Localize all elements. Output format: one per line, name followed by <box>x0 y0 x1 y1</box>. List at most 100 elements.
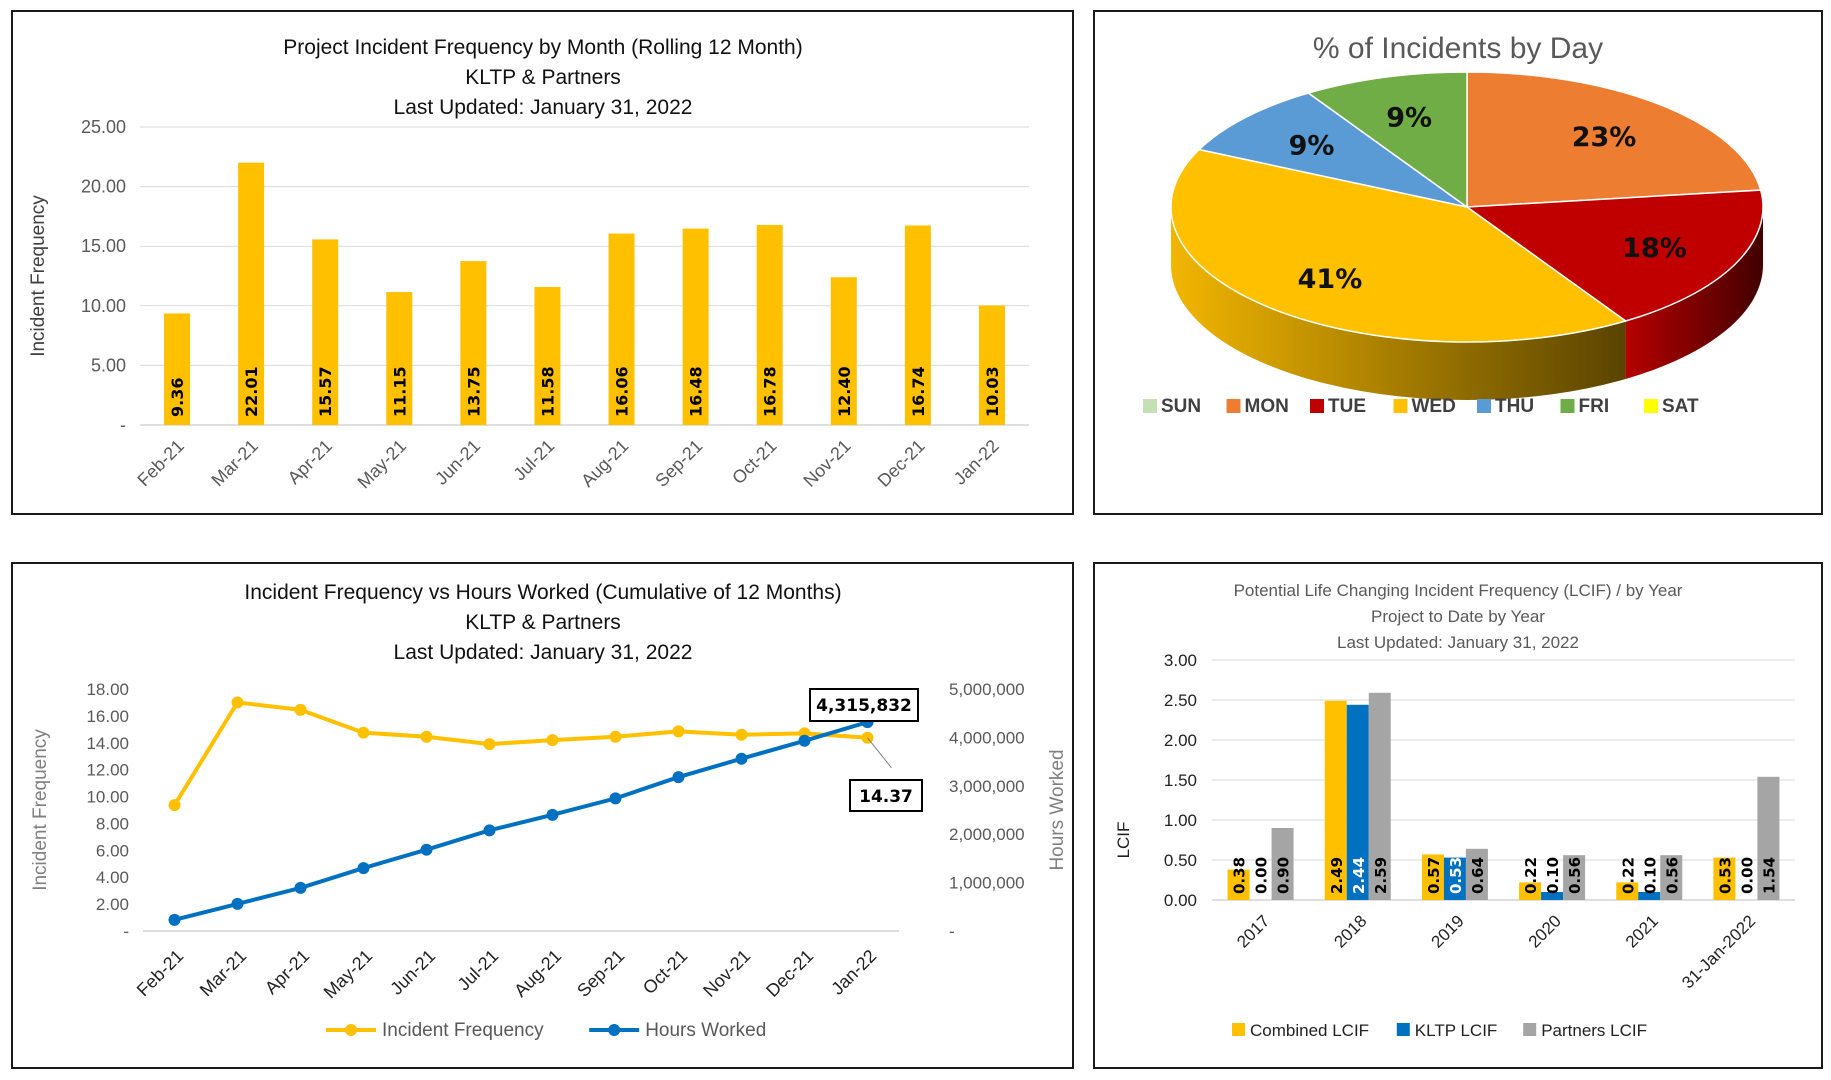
chart-title-line: Incident Frequency vs Hours Worked (Cumu… <box>244 581 841 604</box>
chart-title-line: Potential Life Changing Incident Frequen… <box>1234 581 1683 600</box>
callout-leader <box>867 737 892 769</box>
series-point <box>735 752 748 765</box>
bar-value-label: 15.57 <box>316 366 335 417</box>
bar-value-label: 0.56 <box>1566 857 1584 894</box>
series-point <box>420 730 433 743</box>
y-tick-label: 10.00 <box>86 788 129 807</box>
y-tick-label: 15.00 <box>81 236 126 256</box>
y-tick-label: 4.00 <box>96 868 129 887</box>
monthly-frequency-panel: Project Incident Frequency by Month (Rol… <box>11 10 1074 515</box>
legend-label: Combined LCIF <box>1250 1021 1369 1040</box>
series-point <box>735 728 748 741</box>
chart-title: % of Incidents by Day <box>1313 32 1603 65</box>
bar-value-label: 0.10 <box>1544 857 1562 894</box>
y-tick-label: 2.00 <box>1164 731 1197 750</box>
x-tick-label: Aug-21 <box>577 436 632 491</box>
bar-value-label: 11.58 <box>538 366 557 417</box>
bar-value-label: 2.44 <box>1350 857 1368 894</box>
pie-slice <box>1464 189 1764 322</box>
series-point <box>357 726 370 739</box>
bar-value-label: 16.74 <box>909 366 928 417</box>
bar-value-label: 13.75 <box>464 366 483 417</box>
y2-tick-label: 3,000,000 <box>949 777 1025 796</box>
x-tick-label: Oct-21 <box>639 946 691 998</box>
x-tick-label: Sep-21 <box>573 946 628 1001</box>
chart-title-line: Project to Date by Year <box>1371 607 1545 626</box>
y-tick-label: 18.00 <box>86 680 129 699</box>
series-point <box>609 730 622 743</box>
x-tick-label: Sep-21 <box>651 436 706 491</box>
x-tick-label: May-21 <box>354 436 411 493</box>
callout-label: 14.37 <box>859 787 913 807</box>
series-point <box>294 703 307 716</box>
y-tick-label: 20.00 <box>81 177 126 197</box>
bar <box>1757 776 1780 900</box>
x-tick-label: Jan-22 <box>827 946 880 999</box>
x-tick-label: Jun-21 <box>431 436 484 489</box>
y-tick-label: 12.00 <box>86 761 129 780</box>
x-tick-label: Jan-22 <box>950 436 1003 489</box>
bar-value-label: 0.90 <box>1275 857 1293 894</box>
pie-slice <box>1306 71 1468 209</box>
callout-label: 4,315,832 <box>816 696 912 716</box>
bar <box>1541 892 1564 900</box>
legend-swatch <box>1143 399 1157 413</box>
monthly-frequency-chart: Project Incident Frequency by Month (Rol… <box>28 36 1029 493</box>
legend-label: Partners LCIF <box>1541 1021 1647 1040</box>
chart-title-line: Last Updated: January 31, 2022 <box>394 641 693 664</box>
bar-value-label: 1.54 <box>1760 857 1778 894</box>
x-tick-label: Feb-21 <box>133 946 187 1000</box>
pie-slice <box>1170 148 1628 343</box>
bar <box>1563 855 1586 900</box>
frequency-vs-hours-panel: Incident Frequency vs Hours Worked (Cumu… <box>11 562 1074 1069</box>
incidents-by-day-panel: % of Incidents by Day 23% 18% 41% 9% 9% SUN MON… <box>1093 10 1823 515</box>
series-point <box>672 725 685 738</box>
x-tick-label: 2021 <box>1622 911 1662 951</box>
pie-slice-label: 23% <box>1572 122 1637 153</box>
y2-tick-label: 5,000,000 <box>949 680 1025 699</box>
bar-value-label: 16.78 <box>761 366 780 417</box>
bar <box>978 305 1005 425</box>
pie-slice-label: 9% <box>1386 102 1432 133</box>
chart-title-line: Last Updated: January 31, 2022 <box>394 96 693 119</box>
y-tick-label: 1.50 <box>1164 771 1197 790</box>
x-tick-label: Aug-21 <box>510 946 565 1001</box>
bar-value-label: 0.53 <box>1716 857 1734 894</box>
series-line <box>172 700 868 807</box>
bar <box>1346 704 1369 900</box>
series-point <box>483 738 496 751</box>
y2-tick-label: - <box>949 922 955 941</box>
series-point <box>420 843 433 856</box>
y-tick-label: - <box>120 415 126 435</box>
pie-slice-label: 18% <box>1622 233 1687 264</box>
bar-value-label: 0.56 <box>1663 857 1681 894</box>
y-tick-label: 0.50 <box>1164 851 1197 870</box>
incidents-by-day-chart: % of Incidents by Day 23% 18% 41% 9% 9% SUN MON… <box>1143 32 1764 417</box>
legend-label: SUN <box>1161 396 1201 417</box>
bar <box>1638 892 1661 900</box>
y-axis-title: LCIF <box>1114 822 1133 859</box>
pie-slice-side <box>1625 207 1763 379</box>
legend-swatch <box>1644 399 1658 413</box>
legend-label: SAT <box>1662 396 1699 417</box>
y-tick-label: 25.00 <box>81 117 126 137</box>
bar <box>682 228 709 425</box>
x-tick-label: Oct-21 <box>728 436 780 488</box>
bar <box>1519 882 1542 900</box>
chart-title-line: KLTP & Partners <box>465 611 621 634</box>
legend-label: TUE <box>1328 396 1366 417</box>
series-point <box>609 792 622 805</box>
bar <box>1227 869 1250 900</box>
x-tick-label: Dec-21 <box>762 946 817 1001</box>
pie-slice <box>1197 92 1468 208</box>
x-tick-label: Apr-21 <box>261 946 313 998</box>
bar <box>1443 857 1466 900</box>
y-axis-title: Incident Frequency <box>28 195 49 357</box>
y-tick-label: 0.00 <box>1164 891 1197 910</box>
pie-slice-label: 41% <box>1298 264 1363 295</box>
legend-swatch <box>1396 1023 1410 1036</box>
y-tick-label: 14.00 <box>86 734 129 753</box>
y-tick-label: 2.00 <box>96 895 129 914</box>
pie-slice-label: 9% <box>1289 131 1335 162</box>
series-point <box>168 913 181 926</box>
